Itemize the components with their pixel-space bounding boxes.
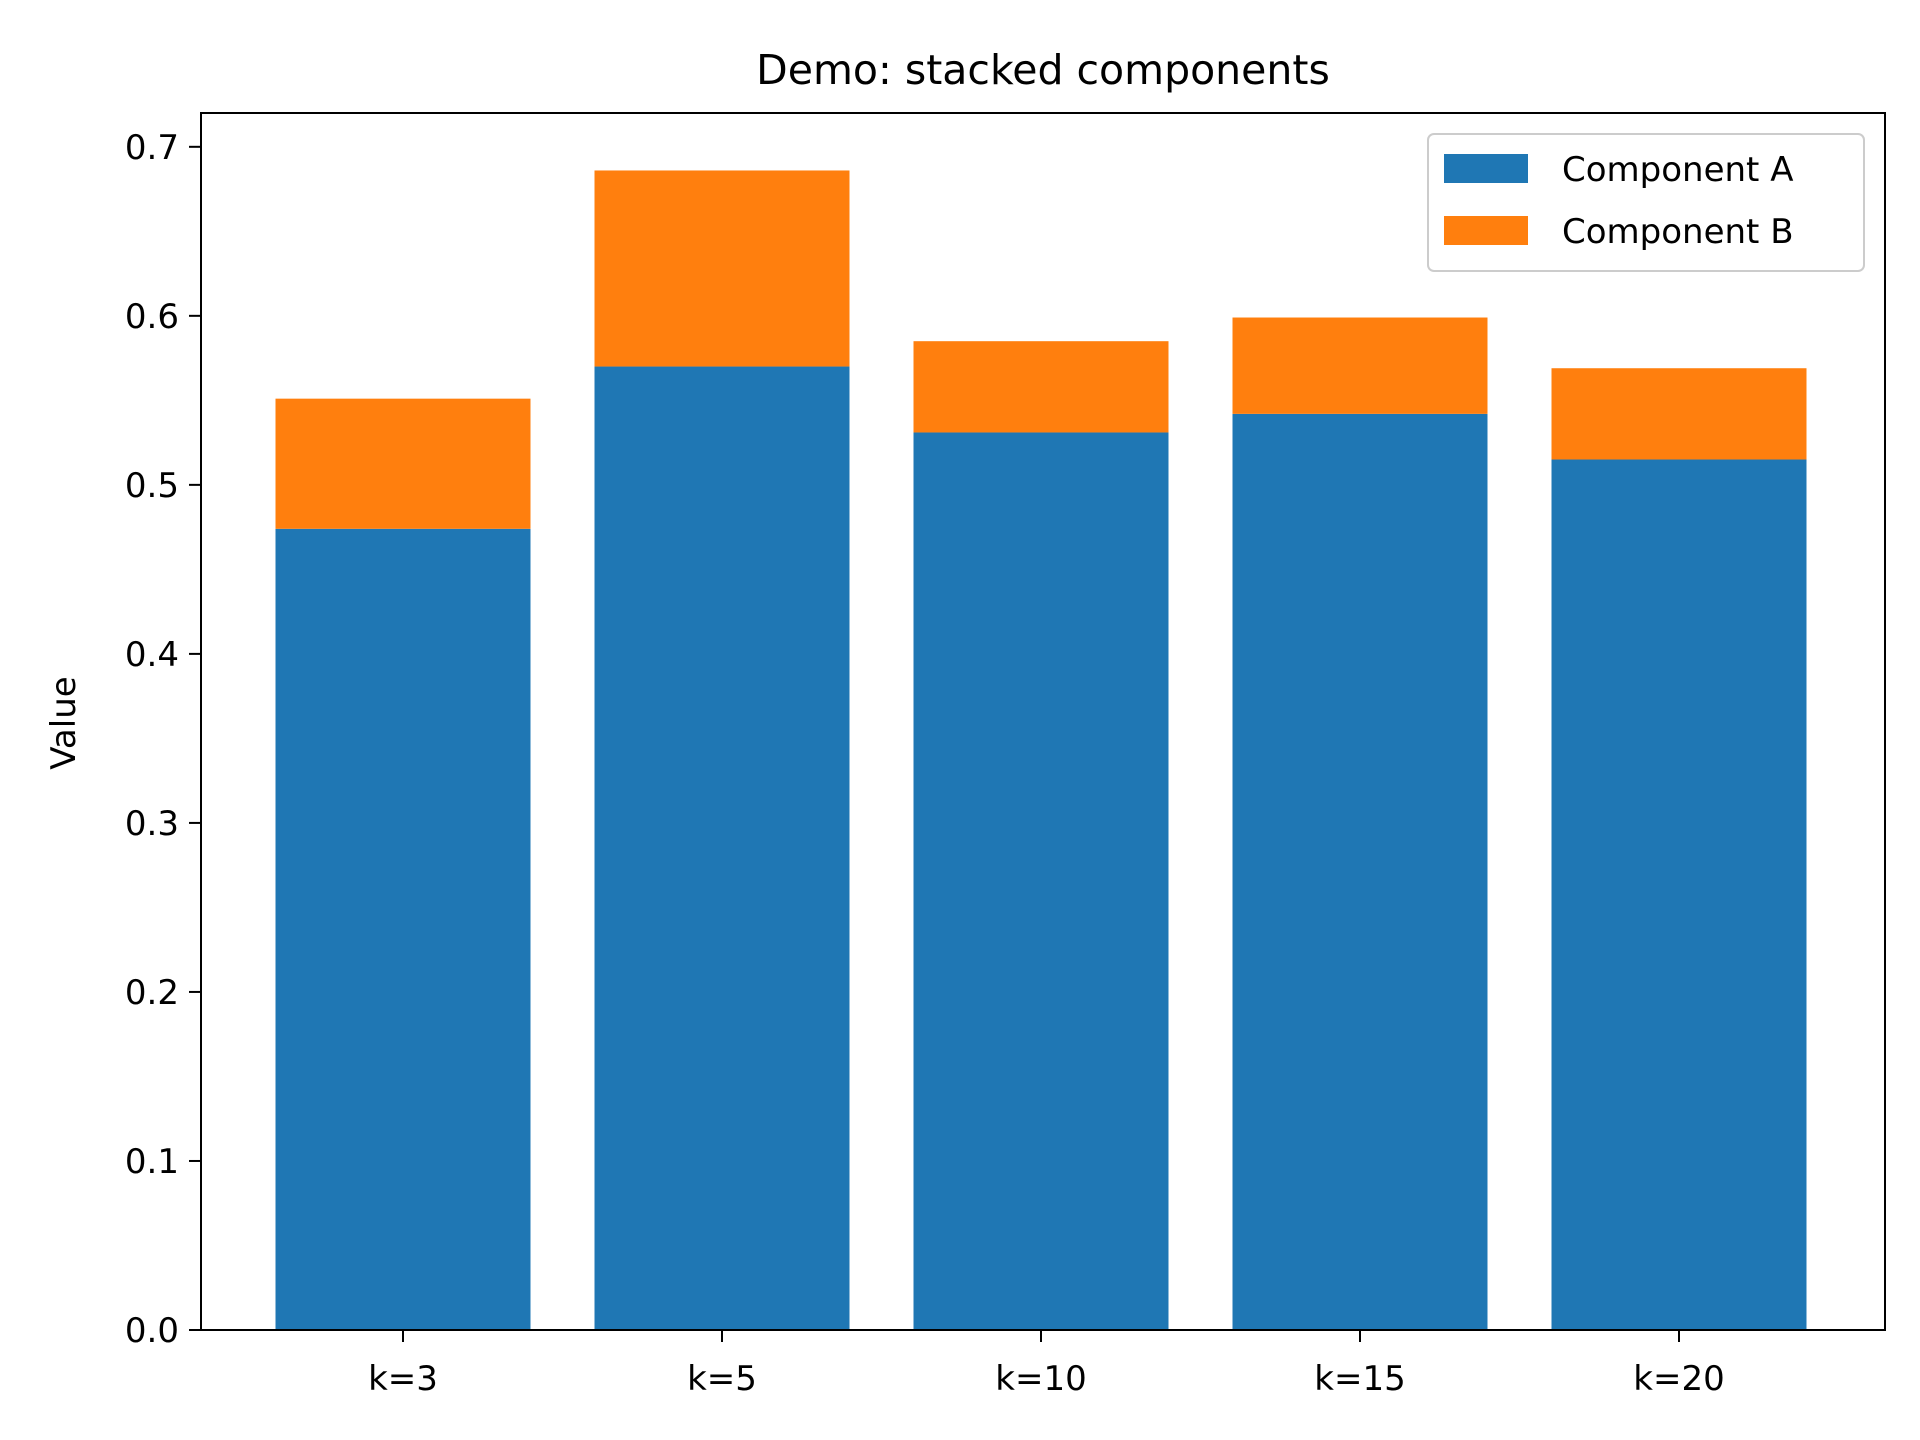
chart-title: Demo: stacked components — [756, 46, 1330, 94]
x-tick-label-k-3: k=3 — [368, 1359, 438, 1399]
y-tick-label-0-2: 0.2 — [125, 973, 179, 1013]
plot-frame — [200, 112, 1886, 1331]
x-tick-label-k-5: k=5 — [687, 1359, 757, 1399]
bar-component-a-k-20 — [1551, 459, 1807, 1330]
bar-component-b-k-5 — [594, 170, 850, 367]
x-axis: k=3 k=5 k=10 k=15 k=20 — [368, 1330, 1725, 1399]
bar-component-a-k-5 — [594, 366, 850, 1330]
y-tick-label-0-4: 0.4 — [125, 635, 179, 675]
legend-swatch-component-b — [1444, 216, 1528, 245]
bar-component-b-k-10 — [913, 341, 1169, 433]
y-tick-label-0-6: 0.6 — [125, 297, 179, 337]
legend: Component A Component B — [1427, 133, 1865, 272]
legend-label-component-b: Component B — [1562, 212, 1794, 252]
y-tick-label-0-7: 0.7 — [125, 128, 179, 168]
bar-component-a-k-3 — [275, 528, 531, 1330]
bar-component-a-k-15 — [1232, 413, 1488, 1330]
y-axis: 0.0 0.1 0.2 0.3 0.4 0.5 0.6 0.7 — [125, 128, 201, 1351]
y-tick-label-0-1: 0.1 — [125, 1142, 179, 1182]
x-tick-label-k-20: k=20 — [1633, 1359, 1724, 1399]
x-tick-label-k-10: k=10 — [995, 1359, 1086, 1399]
bar-component-a-k-10 — [913, 432, 1169, 1331]
bar-component-b-k-20 — [1551, 368, 1807, 460]
y-axis-label: Value — [44, 676, 84, 769]
legend-box — [1427, 133, 1865, 272]
y-tick-label-0-5: 0.5 — [125, 466, 179, 506]
x-tick-label-k-15: k=15 — [1314, 1359, 1405, 1399]
y-tick-label-0-0: 0.0 — [125, 1311, 179, 1351]
y-tick-label-0-3: 0.3 — [125, 804, 179, 844]
bar-component-b-k-15 — [1232, 317, 1488, 414]
legend-swatch-component-a — [1444, 154, 1528, 183]
bars-layer — [275, 170, 1807, 1331]
bar-component-b-k-3 — [275, 398, 531, 529]
legend-label-component-a: Component A — [1562, 150, 1793, 190]
